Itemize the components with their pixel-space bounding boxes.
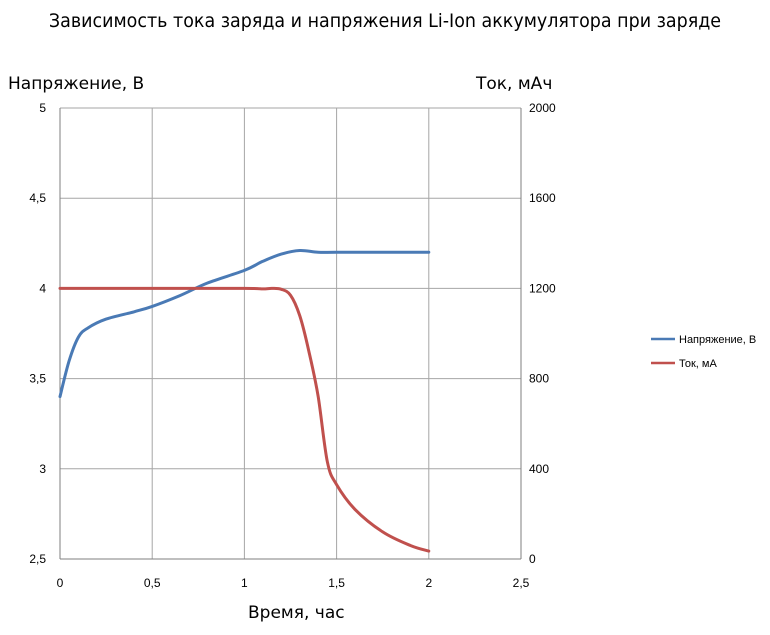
y-axis-left-label: Напряжение, В — [8, 74, 145, 94]
y-right-tick-label: 1200 — [529, 281, 556, 295]
x-tick-label: 0 — [57, 576, 64, 590]
tick-labels: 0 0,5 1 1,5 2 2,5 2,5 3 3,5 4 4,5 5 0 400 800 1200 1600 2… — [29, 101, 556, 590]
y-left-tick-label: 3 — [39, 462, 46, 476]
y-axis-right-label: Ток, мАч — [476, 74, 553, 94]
voltage-series-line — [58, 248, 431, 399]
x-tick-label: 1,5 — [328, 576, 345, 590]
y-left-tick-label: 3,5 — [29, 372, 46, 386]
y-right-tick-label: 1600 — [529, 191, 556, 205]
y-right-tick-label: 400 — [529, 462, 549, 476]
x-tick-label: 0,5 — [144, 576, 161, 590]
y-left-tick-label: 2,5 — [29, 552, 46, 566]
y-right-tick-label: 2000 — [529, 101, 556, 115]
y-left-tick-label: 4,5 — [29, 191, 46, 205]
x-tick-label: 2 — [425, 576, 432, 590]
y-right-tick-label: 0 — [529, 552, 536, 566]
legend-label: Ток, мА — [679, 358, 717, 370]
y-left-tick-label: 5 — [39, 101, 46, 115]
x-tick-label: 1 — [241, 576, 248, 590]
current-series-line — [58, 286, 431, 553]
y-left-tick-label: 4 — [39, 281, 46, 295]
series-lines — [58, 248, 431, 553]
y-right-tick-label: 800 — [529, 372, 549, 386]
legend-label: Напряжение, В — [679, 334, 756, 346]
chart-title: Зависимость тока заряда и напряжения Li-… — [48, 10, 722, 32]
x-axis-label: Время, час — [248, 603, 345, 623]
legend: Напряжение, В Ток, мА — [651, 334, 756, 370]
grid-lines — [59, 107, 522, 560]
x-tick-label: 2,5 — [513, 576, 530, 590]
